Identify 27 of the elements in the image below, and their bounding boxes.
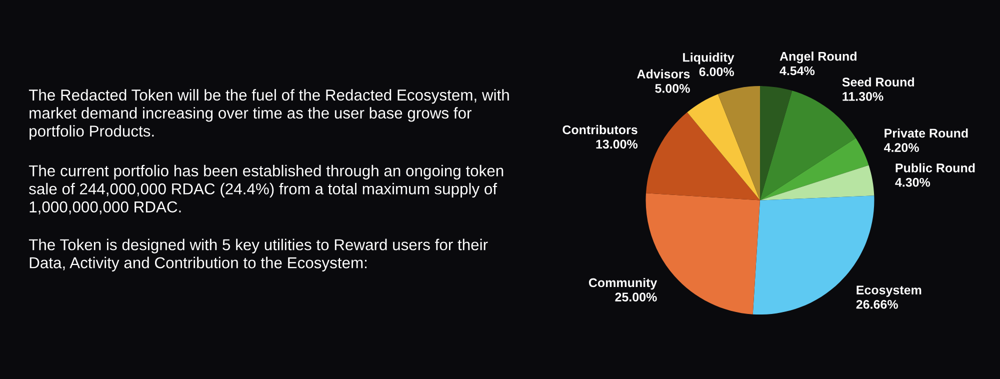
slice-label: Private Round [884,128,968,138]
data-label: 4.54% [780,66,815,76]
data-label: 25.00% [615,292,657,302]
data-label: 6.00% [699,67,734,76]
data-label: 5.00% [655,84,690,93]
slice-label: Public Round [896,163,975,172]
slice-label: Community [588,278,658,290]
slice-label: Contributors [562,125,638,134]
text: The Token is designed with 5 key utilities to Reward users for their Data, Activity and Contribution to the Ecosystem: [28,238,488,272]
data-label: 4.30% [895,178,930,187]
data-label: 4.20% [884,143,919,152]
pie-slice [718,86,760,200]
slice-label: Advisors [637,69,690,78]
slice-label: Seed Round [842,77,914,87]
slice-label: Angel Round [780,52,856,64]
data-label: 13.00% [596,140,638,149]
data-label: 11.30% [842,92,884,101]
pie-slice [760,138,869,200]
pie-slice [760,165,874,200]
text: The Redacted Token will be the fuel of the Redacted Ecosystem, with market demand increasing over time as the user base grows for portfolio Products. [28,89,509,140]
data-label: 26.66% [856,300,898,309]
slice-label: Ecosystem [856,286,922,297]
pie-slice [646,112,760,200]
pie-slice [687,94,760,200]
text: The current portfolio has been established through an ongoing token sale of 244,000,000 RDAC (24.4%) from a total maximum supply of 1,000,000,000 RDAC. [28,164,504,214]
slice-label: Liquidity [683,52,734,64]
pie-slice [760,86,792,200]
